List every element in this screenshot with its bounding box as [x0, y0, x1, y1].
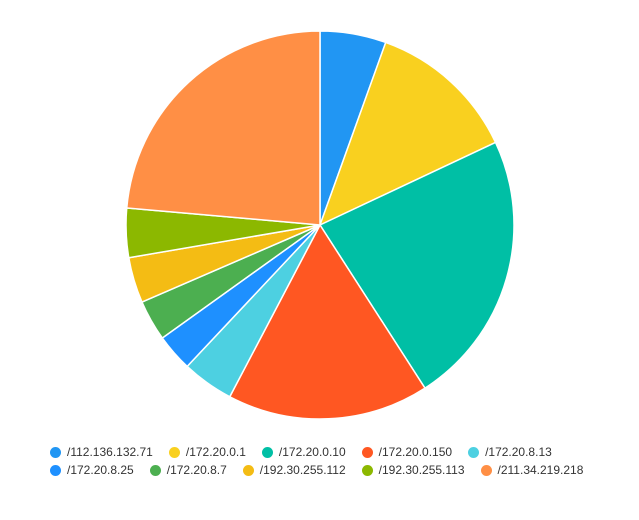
legend-color-dot	[361, 446, 373, 458]
legend-label: /172.20.8.25	[67, 463, 134, 477]
legend-color-dot	[149, 464, 161, 476]
legend-label: /192.30.255.113	[378, 463, 465, 477]
legend-label: /172.20.8.7	[166, 463, 227, 477]
legend-item[interactable]: /172.20.8.25	[50, 461, 134, 479]
legend-label: /172.20.0.150	[378, 445, 453, 459]
legend-item[interactable]: /192.30.255.112	[242, 461, 346, 479]
legend-item[interactable]: /192.30.255.113	[361, 461, 465, 479]
legend-color-dot	[261, 446, 273, 458]
legend-label: /172.20.8.13	[485, 445, 552, 459]
legend-item[interactable]: /172.20.0.150	[361, 443, 453, 461]
pie-slice-4[interactable]	[229, 224, 426, 420]
pie-slice-3[interactable]	[319, 141, 515, 389]
legend-label: /172.20.0.10	[278, 445, 346, 459]
legend-label: /112.136.132.71	[67, 445, 153, 459]
legend-label: /211.34.219.218	[497, 463, 584, 477]
legend-color-dot	[361, 464, 373, 476]
legend-color-dot	[50, 464, 61, 476]
legend-item[interactable]: /211.34.219.218	[480, 461, 584, 479]
legend-item[interactable]: /172.20.8.7	[149, 461, 227, 479]
legend-item[interactable]: /172.20.8.13	[468, 443, 552, 461]
legend-color-dot	[168, 446, 180, 458]
chart-legend: /112.136.132.71/172.20.0.1/172.20.0.10/1…	[50, 443, 630, 479]
legend-label: /192.30.255.112	[259, 463, 346, 477]
legend-label: /172.20.0.1	[185, 445, 246, 459]
pie-plot-area	[125, 30, 515, 420]
pie-slice-2[interactable]	[319, 41, 497, 226]
legend-item[interactable]: /172.20.0.10	[261, 443, 346, 461]
legend-item[interactable]: /112.136.132.71	[50, 443, 153, 461]
legend-color-dot	[468, 446, 480, 458]
legend-color-dot	[480, 464, 492, 476]
legend-color-dot	[50, 446, 61, 458]
legend-item[interactable]: /172.20.0.1	[168, 443, 246, 461]
legend-color-dot	[242, 464, 254, 476]
pie-slice-10[interactable]	[126, 30, 321, 226]
